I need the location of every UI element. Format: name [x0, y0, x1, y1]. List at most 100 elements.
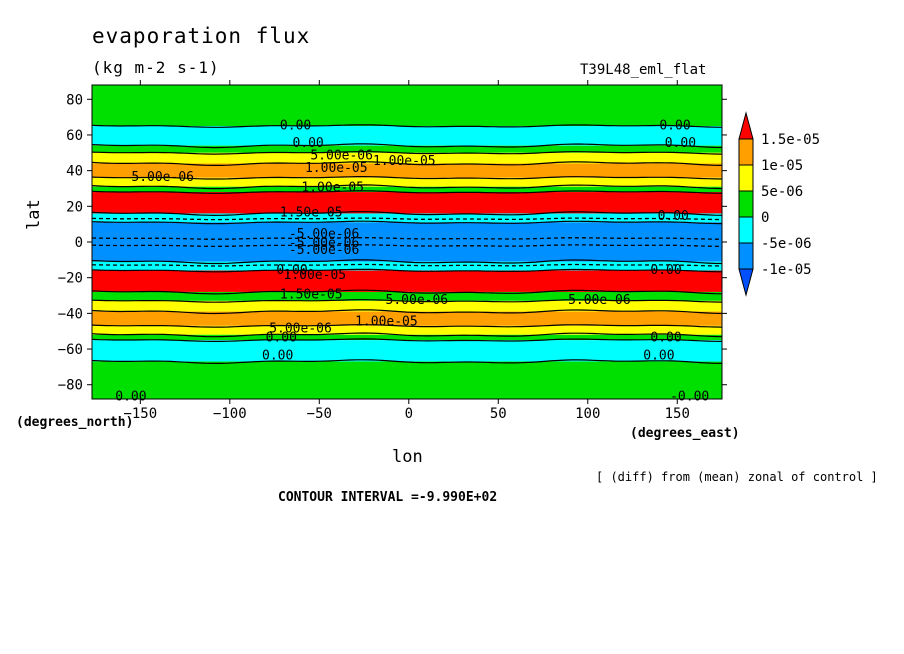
legend-swatch: [738, 268, 754, 297]
contour-label: 5.00e-06: [568, 293, 631, 308]
chart-title: evaporation flux: [92, 24, 311, 48]
color-band: [92, 300, 722, 312]
contour-label: -0.00: [670, 389, 709, 404]
chart-units: (kg m-2 s-1): [92, 58, 220, 77]
contour-label: -5.00e-06: [289, 227, 359, 242]
contour-label: 0.00: [643, 348, 674, 363]
color-band: [92, 192, 722, 214]
color-band: [92, 213, 722, 223]
contour-line: [91, 259, 723, 265]
y-tick-label: −80: [58, 378, 83, 394]
contour-line: [91, 150, 723, 155]
contour-line-negative: [91, 237, 722, 240]
contour-line: [91, 124, 723, 128]
color-legend: 1.5e-05 1e-05 5e-06 0 -5e-06 -1e-05: [738, 111, 820, 297]
contour-line: [91, 176, 723, 180]
contour-line: [91, 161, 723, 166]
contour-label: 0.00: [115, 389, 146, 404]
contour-label: 1.00e-05: [355, 315, 418, 330]
legend-swatch: [738, 242, 754, 270]
contour-label: -5.00e-06: [289, 243, 359, 258]
contour-label: 0.00: [650, 331, 681, 346]
contour-lines: [91, 124, 723, 364]
legend-label: 1e-05: [761, 158, 803, 174]
contour-label: 1.00e-05: [301, 181, 364, 196]
contour-label: 5.00e-06: [131, 170, 194, 185]
axis-ticks: −150 −100 −50 0 50 100 150 80 60 40 20 0 −20 −40 −60 −8…: [58, 80, 727, 422]
legend-label: 0: [761, 210, 769, 226]
x-tick-label: 50: [490, 406, 507, 422]
y-tick-label: 40: [66, 164, 83, 180]
contour-label: 0.00: [658, 209, 689, 224]
contour-label: 1.50e-05: [280, 206, 343, 221]
y-axis-units: (degrees_north): [16, 415, 134, 430]
contour-label: 0.00: [276, 263, 307, 278]
color-band: [92, 222, 722, 262]
color-band: [92, 340, 722, 362]
contour-label: 5.00e-06: [269, 322, 332, 337]
color-band: [92, 186, 722, 193]
contour-label: 0.00: [292, 136, 323, 151]
color-band: [92, 177, 722, 187]
x-tick-label: 100: [575, 406, 600, 422]
legend-label: -1e-05: [761, 262, 812, 278]
contour-label: 1.00e-05: [305, 161, 368, 176]
y-tick-label: 0: [75, 235, 83, 251]
diff-note: [ (diff) from (mean) zonal of control ]: [596, 470, 878, 484]
contour-line: [91, 309, 723, 315]
contour-line: [91, 332, 723, 338]
legend-swatch: [738, 111, 754, 140]
contour-line-negative: [91, 217, 723, 221]
color-band: [92, 163, 722, 178]
contour-label: 0.00: [280, 118, 311, 133]
legend-swatch: [738, 190, 754, 218]
contour-line-negative: [91, 263, 723, 267]
x-tick-label: 0: [405, 406, 413, 422]
contour-label: 1.50e-05: [280, 288, 343, 303]
contour-label: 1.00e-05: [373, 154, 436, 169]
y-tick-label: −60: [58, 342, 83, 358]
legend-label: -5e-06: [761, 236, 812, 252]
legend-swatch: [738, 138, 754, 166]
x-tick-label: −100: [213, 406, 247, 422]
contour-line: [91, 289, 723, 295]
y-tick-label: 80: [66, 92, 83, 108]
contour-label: 0.00: [650, 263, 681, 278]
x-tick-label: 150: [665, 406, 690, 422]
contour-line: [91, 324, 723, 328]
color-band: [92, 126, 722, 146]
contour-line: [91, 220, 723, 225]
y-tick-label: 60: [66, 128, 83, 144]
contour-label: 0.00: [665, 136, 696, 151]
contour-label: 1.00e-05: [284, 268, 347, 283]
y-tick-label: 20: [66, 199, 83, 215]
color-band: [92, 270, 722, 292]
run-label: T39L48_eml_flat: [580, 62, 707, 78]
legend-swatch: [738, 164, 754, 192]
x-tick-label: −50: [307, 406, 332, 422]
contour-line: [91, 190, 723, 194]
contour-label: 0.00: [659, 118, 690, 133]
color-bands: [92, 85, 722, 399]
contour-label: 0.00: [266, 331, 297, 346]
color-band: [92, 145, 722, 153]
color-band: [92, 261, 722, 271]
contour-line: [91, 268, 723, 273]
y-tick-label: −20: [58, 271, 83, 287]
legend-swatch: [738, 216, 754, 244]
color-band: [92, 334, 722, 341]
contour-label: -5.00e-06: [289, 236, 359, 251]
contour-label: 5.00e-06: [310, 149, 373, 164]
x-axis-label: lon: [392, 447, 423, 467]
contour-line-negative: [91, 244, 723, 248]
contour-line: [91, 359, 723, 364]
contour-line: [91, 211, 723, 217]
color-band: [92, 152, 722, 164]
contour-label: 5.00e-06: [386, 293, 449, 308]
contour-interval: CONTOUR INTERVAL =-9.990E+02: [278, 490, 498, 505]
contour-line: [91, 299, 723, 303]
x-tick-label: −150: [123, 406, 157, 422]
x-axis-units: (degrees_east): [630, 426, 740, 441]
contour-line: [91, 338, 723, 342]
color-band: [92, 311, 722, 326]
